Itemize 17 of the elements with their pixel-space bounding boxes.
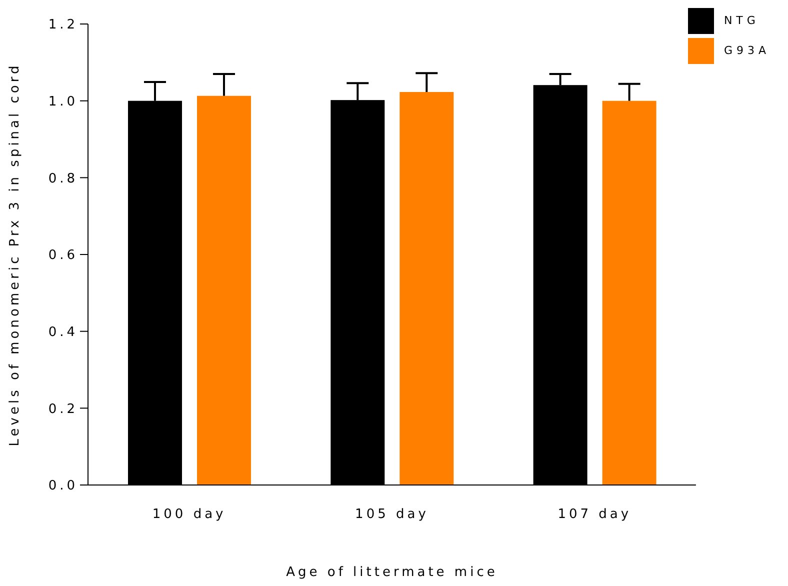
x-axis-title: Age of littermate mice (286, 565, 498, 580)
legend-label: NTG (724, 14, 760, 27)
legend-label: G93A (724, 44, 770, 57)
y-tick-label: 1.2 (48, 18, 78, 33)
x-tick-label: 107 day (558, 507, 632, 522)
y-tick-label: 0.4 (48, 324, 78, 340)
y-tick-label: 0.0 (48, 478, 78, 494)
x-tick-label: 105 day (355, 507, 429, 522)
bar (197, 96, 251, 485)
y-axis-title: Levels of monomeric Prx 3 in spinal cord (8, 62, 23, 446)
bar (602, 100, 656, 485)
y-tick-label: 0.6 (48, 248, 78, 264)
bar (400, 92, 454, 485)
y-tick-label: 0.8 (48, 171, 78, 186)
y-tick-label: 0.2 (48, 402, 78, 417)
x-tick-label: 100 day (152, 507, 226, 522)
y-tick-label: 1.0 (48, 94, 78, 110)
